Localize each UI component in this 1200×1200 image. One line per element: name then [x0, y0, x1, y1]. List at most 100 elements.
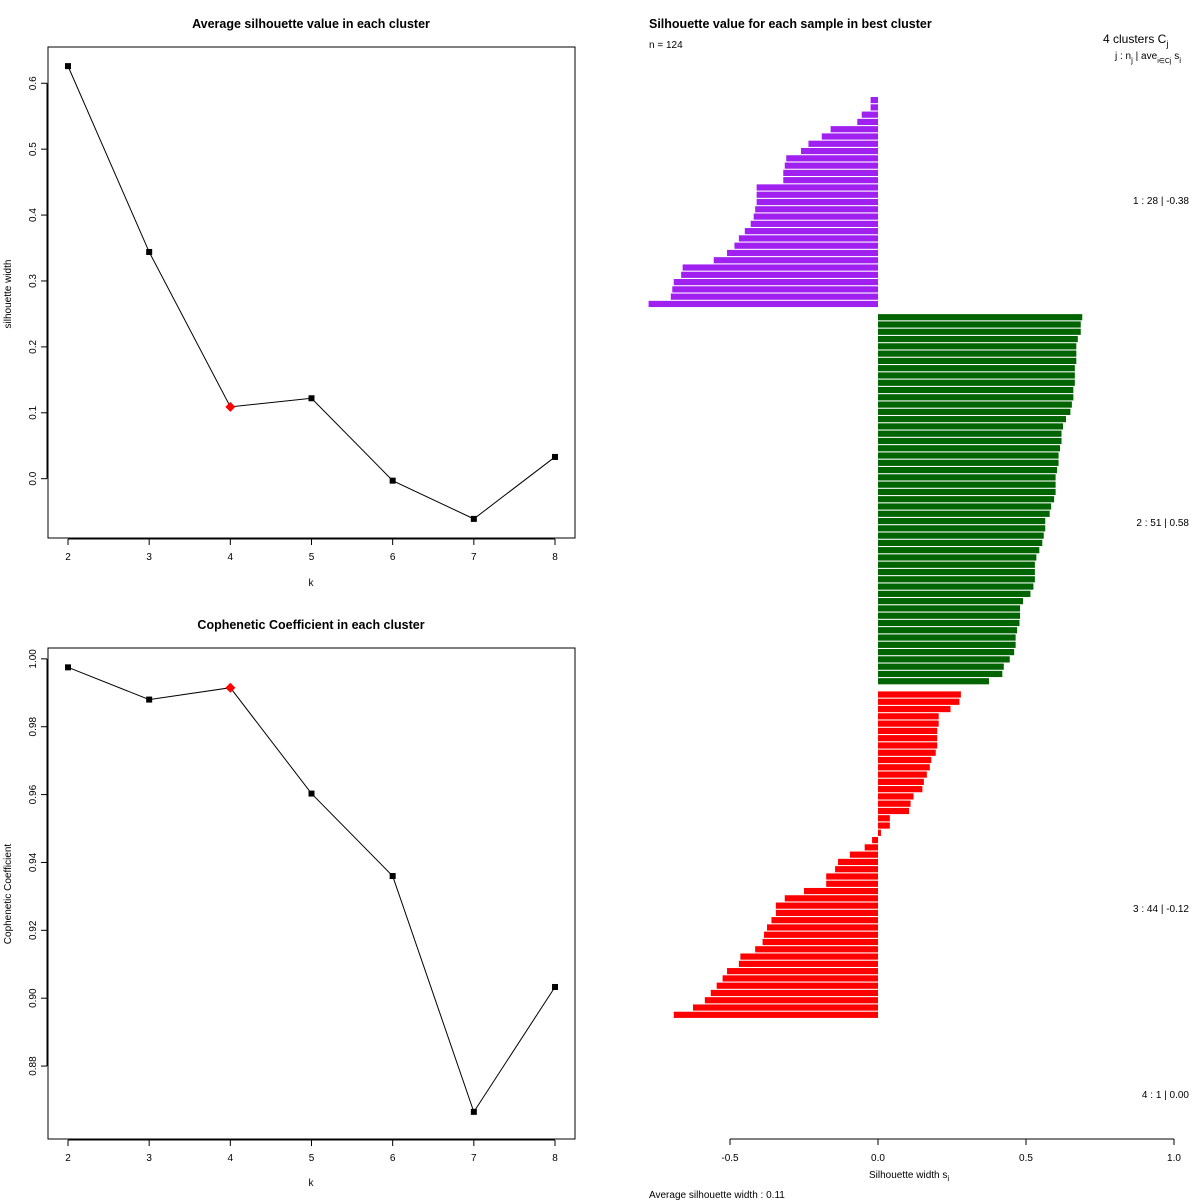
chart2-plot: 2 3 4 5 6 7 8 0.88 0.90 0.92 0.94 0.96 0.98 1.00	[28, 647, 576, 1164]
cluster-2-bar	[878, 386, 1074, 394]
cluster-3-bar	[740, 953, 878, 960]
cluster-2-bar	[878, 474, 1056, 481]
chart1-x-tick-label: 6	[390, 552, 396, 563]
cluster-2-bar	[878, 423, 1063, 430]
cluster-3-bar	[878, 778, 924, 785]
cluster-1-bar	[861, 111, 878, 118]
chart1-y-tick-label: 0.0	[28, 471, 39, 485]
cluster-2-bar	[878, 408, 1071, 415]
cluster-3-bar	[775, 909, 878, 916]
cluster-3-bar	[878, 705, 951, 713]
cluster-2-bar	[878, 350, 1077, 357]
cluster-2-bar	[878, 459, 1059, 466]
chart1-y-tick-label: 0.1	[28, 405, 39, 419]
cluster-2-bar	[878, 634, 1016, 641]
cluster-1-label: 1 : 28 | -0.38	[1133, 196, 1189, 207]
cluster-3-bar	[878, 800, 911, 807]
cluster-3-bar	[878, 727, 938, 734]
chart1-y-tick-label: 0.2	[28, 339, 39, 353]
cluster-2-bar	[878, 496, 1055, 503]
chart1-x-tick-label: 8	[552, 552, 558, 563]
cluster-1-bar	[830, 126, 878, 133]
chart3-x-tick-label: 0.5	[1019, 1153, 1033, 1164]
cluster-2-bar	[878, 656, 1010, 663]
cluster-3-bar	[849, 851, 878, 858]
cluster-3-bar	[835, 866, 878, 873]
chart1-y-tick-label: 0.3	[28, 274, 39, 288]
chart3-x-tick-label: 1.0	[1167, 1153, 1181, 1164]
chart3-x-tick-label: 0.0	[871, 1153, 885, 1164]
cluster-2-bar	[878, 365, 1075, 372]
chart2-y-tick-label: 0.90	[28, 988, 39, 1008]
cluster-2-bar	[878, 539, 1043, 546]
cluster-2-bar	[878, 670, 1003, 678]
chart1-y-tick-label: 0.6	[28, 76, 39, 90]
chart1-point	[552, 453, 558, 460]
chart2-x-tick-label: 6	[390, 1153, 396, 1164]
chart2-point	[308, 790, 315, 797]
cluster-2-bar	[878, 394, 1074, 401]
cluster-2-bar	[878, 314, 1083, 321]
cluster-1-bar	[738, 235, 878, 242]
cluster-3-label: 3 : 44 | -0.12	[1133, 904, 1189, 915]
cluster-2-bar	[878, 627, 1018, 634]
chart1-x-tick-label: 3	[146, 552, 152, 563]
chart1-point	[308, 395, 315, 402]
chart2-ylabel: Cophenetic Coefficient	[3, 844, 14, 945]
chart1-frame	[47, 46, 576, 539]
cluster-1-bar	[755, 206, 878, 213]
cluster-2-bar	[878, 379, 1075, 386]
chart3-header-line1: 4 clusters Cj	[1103, 32, 1168, 49]
cluster-3-bar	[878, 771, 927, 778]
chart2-y-tick-label: 0.96	[28, 784, 39, 804]
cluster-1-bar	[727, 249, 878, 257]
chart1-y-tick-label: 0.5	[28, 142, 39, 156]
cluster-3-bar	[755, 946, 878, 953]
cluster-3-bar	[826, 873, 878, 880]
chart3-x-tick-label: -0.5	[721, 1153, 739, 1164]
chart3-xlabel: Silhouette width si	[869, 1170, 949, 1183]
cluster-2-bar	[878, 568, 1035, 576]
cluster-1-bar	[821, 133, 878, 140]
chart1-point	[65, 63, 71, 70]
cluster-3-bar	[878, 720, 939, 727]
cluster-1-bar	[670, 293, 878, 300]
cluster-2-bar	[878, 525, 1046, 532]
chart2-y-tick-label: 0.88	[28, 1056, 39, 1076]
cluster-1-bar	[786, 155, 878, 162]
cluster-1-bar	[756, 198, 878, 206]
cluster-2-bar	[878, 510, 1050, 517]
cluster-3-bar	[693, 1004, 878, 1011]
cluster-3-bar	[673, 1011, 878, 1018]
cluster-1-bar	[734, 242, 878, 249]
cluster-3-bar	[775, 902, 878, 909]
cluster-2-bar	[878, 605, 1021, 612]
chart3-subtitle: n = 124	[649, 40, 683, 51]
chart2-x-tick-label: 2	[65, 1153, 71, 1164]
chart1-title: Average silhouette value in each cluster	[192, 17, 430, 31]
cluster-3-bar	[838, 858, 878, 866]
chart2-x-tick-label: 8	[552, 1153, 558, 1164]
cluster-2-bar	[878, 357, 1077, 364]
cluster-2-bar	[878, 554, 1037, 561]
cluster-2-bar	[878, 467, 1058, 474]
cluster-3-bar	[704, 997, 878, 1004]
cluster-2-bar	[878, 547, 1040, 554]
chart2-x-tick-label: 3	[146, 1153, 152, 1164]
cluster-2-bar	[878, 335, 1078, 343]
cluster-2-bar	[878, 517, 1046, 525]
cluster-3-bar	[878, 786, 923, 793]
chart2-x-tick-label: 5	[309, 1153, 315, 1164]
chart2-x-tick-label: 4	[228, 1153, 234, 1164]
cluster-2-bar	[878, 328, 1081, 335]
cluster-3-bar	[716, 982, 878, 989]
cluster-2-bar	[878, 452, 1059, 459]
chart3-plot: -0.5 0.0 0.5 1.0	[648, 97, 1181, 1164]
chart1-xlabel: k	[309, 578, 315, 589]
chart3-title: Silhouette value for each sample in best…	[649, 17, 932, 31]
cluster-1-bar	[784, 162, 878, 169]
chart1-y-tick-label: 0.4	[28, 208, 39, 222]
chart2-xlabel: k	[309, 1178, 315, 1189]
cluster-3-bar	[826, 880, 878, 887]
cluster-3-bar	[878, 764, 930, 771]
